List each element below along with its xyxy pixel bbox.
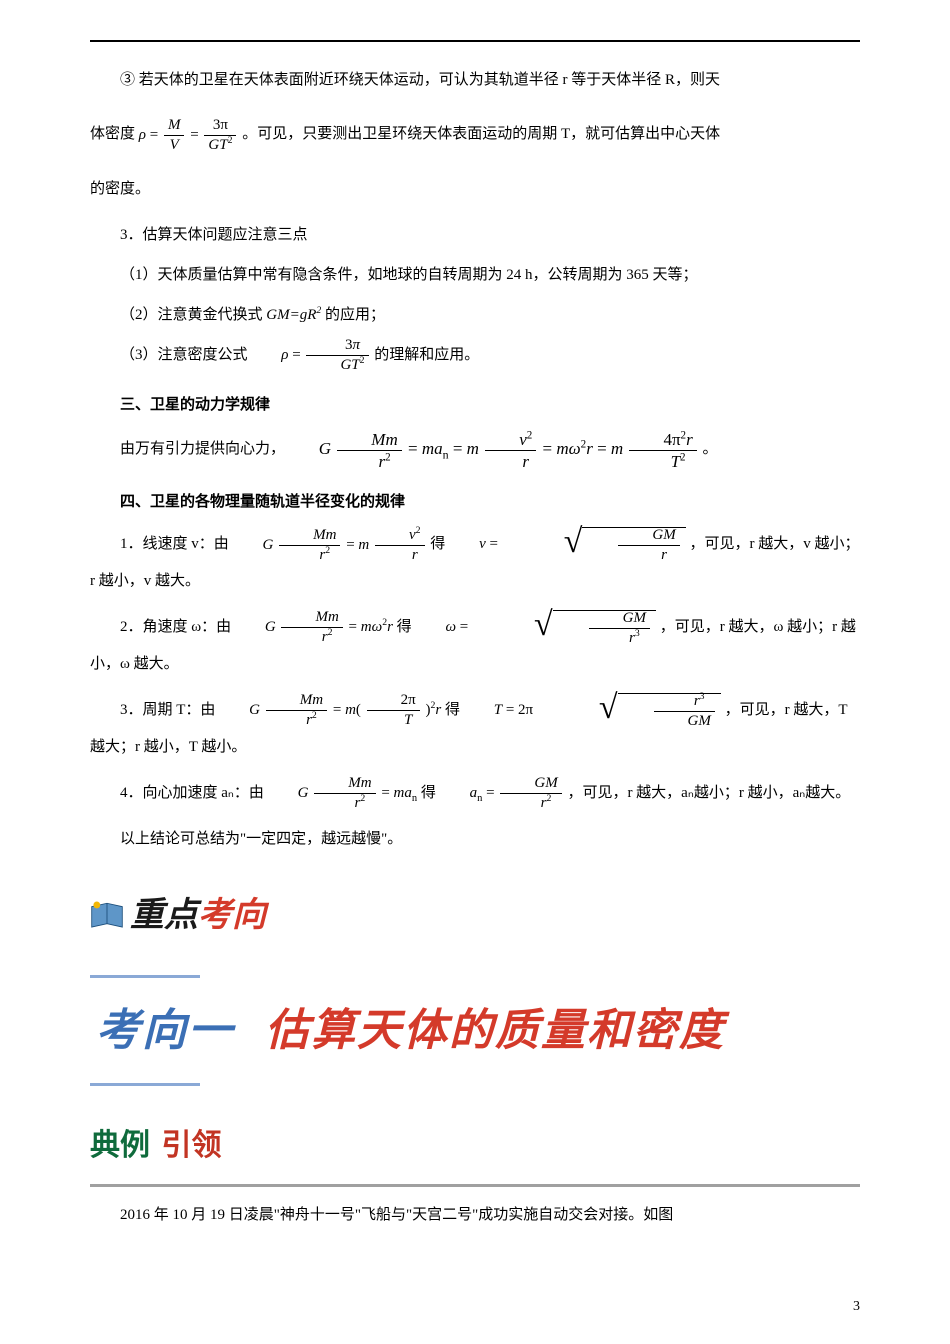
item-note-3-title: 3．估算天体问题应注意三点 (90, 217, 860, 253)
section-3-title: 三、卫星的动力学规律 (90, 387, 860, 423)
section-4-title: 四、卫星的各物理量随轨道半径变化的规律 (90, 484, 860, 520)
formula-a-eq: G Mmr2 = man (268, 775, 417, 811)
centripetal-equation-line: 由万有引力提供向心力， G Mmr2 = man = m v2r = mω2r … (90, 429, 860, 470)
kv-label-b: 考向 (198, 897, 266, 934)
banner-part-a: 考向一 (96, 1006, 234, 1055)
formula-a-result: an = GMr2 (440, 775, 564, 811)
text-suffix: 。可见，只要测出卫星环绕天体表面运动的周期 T，就可估算出中心天体 (242, 126, 720, 142)
heading-banner: 考向一 估算天体的质量和密度 (90, 975, 820, 1087)
summary-line: 以上结论可总结为"一定四定，越远越慢"。 (90, 821, 860, 857)
dianli-a: 典例 (90, 1129, 150, 1162)
text-prefix: 体密度 (90, 126, 135, 142)
paragraph-satellite-surface: ③ 若天体的卫星在天体表面附近环绕天体运动，可认为其轨道半径 r 等于天体半径 … (90, 62, 860, 98)
dianli-b: 引领 (162, 1129, 222, 1162)
top-rule (90, 40, 860, 42)
key-directions-badge: 重点考向 (90, 875, 860, 957)
book-icon (90, 901, 124, 931)
formula-v-result: v = √GMr (449, 526, 686, 563)
dianli-heading: 典例 引领 (90, 1110, 860, 1187)
banner-bottom-line (90, 1083, 200, 1086)
item-note-3-3: （3）注意密度公式 ρ = 3π GT2 的理解和应用。 (90, 337, 860, 374)
item-note-3-2: （2）注意黄金代换式 GM=gR2 的应用； (90, 297, 860, 333)
item-note-3-1: （1）天体质量估算中常有隐含条件，如地球的自转周期为 24 h，公转周期为 36… (90, 257, 860, 293)
banner-part-b: 估算天体的质量和密度 (265, 1006, 725, 1055)
formula-w-eq: G Mmr2 = mω2r (235, 609, 393, 645)
formula-t-eq: G Mmr2 = m( 2πT )2r (219, 692, 441, 728)
formula-centripetal: G Mmr2 = man = m v2r = mω2r = m 4π2r T2 (289, 429, 699, 470)
formula-v-eq: G Mmr2 = m v2r (233, 527, 427, 563)
formula-t-result: T = 2π √r3GM (464, 692, 721, 729)
rule-centripetal-acc: 4．向心加速度 aₙ：由 G Mmr2 = man 得 an = GMr2 ，可… (90, 775, 860, 812)
kv-label-a: 重点 (130, 897, 198, 934)
paragraph-last: 2016 年 10 月 19 日凌晨"神舟十一号"飞船与"天宫二号"成功实施自动… (90, 1197, 860, 1233)
paragraph-density-formula: 体密度 ρ = MV = 3π GT2 。可见，只要测出卫星环绕天体表面运动的周… (90, 116, 860, 153)
rule-linear-velocity: 1．线速度 v：由 G Mmr2 = m v2r 得 v = √GMr ，可见，… (90, 526, 860, 599)
formula-w-result: ω = √GMr3 (415, 609, 656, 646)
formula-rho-short: ρ = 3π GT2 (251, 337, 370, 373)
formula-rho-full: ρ = MV = 3π GT2 (139, 117, 239, 153)
paragraph-density-end: 的密度。 (90, 171, 860, 207)
page-number: 3 (853, 1290, 860, 1324)
rule-angular-velocity: 2．角速度 ω：由 G Mmr2 = mω2r 得 ω = √GMr3 ，可见，… (90, 609, 860, 682)
rule-period: 3．周期 T：由 G Mmr2 = m( 2πT )2r 得 T = 2π √r… (90, 692, 860, 765)
